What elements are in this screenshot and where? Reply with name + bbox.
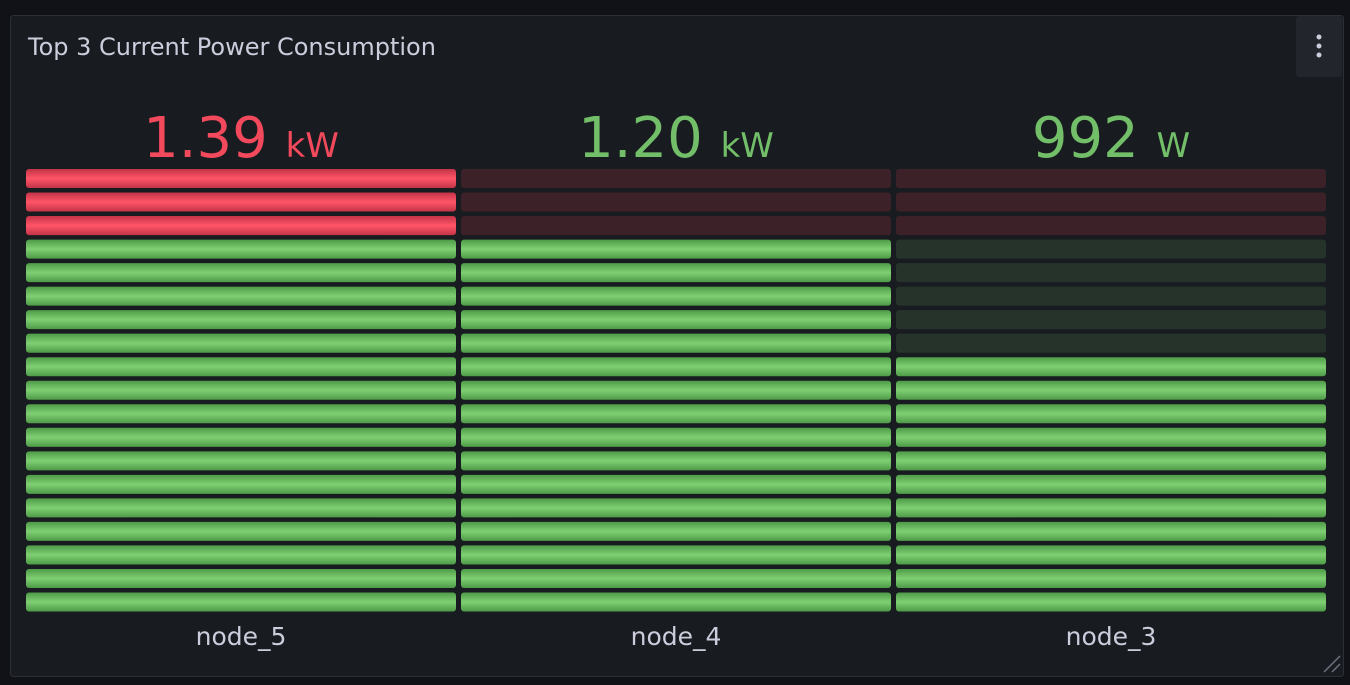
resize-handle[interactable] xyxy=(1323,655,1341,673)
bar-cell xyxy=(26,357,456,377)
bar-cell xyxy=(461,310,891,330)
bar-cell xyxy=(461,357,891,377)
bar-cell xyxy=(461,498,891,518)
bar-cell xyxy=(896,286,1326,306)
bar-cell xyxy=(896,592,1326,612)
bar-cell xyxy=(461,427,891,447)
bar-cell xyxy=(896,474,1326,494)
menu-button[interactable] xyxy=(1296,16,1342,77)
bar xyxy=(896,169,1326,612)
value-label: 1.39 kW xyxy=(143,106,339,171)
category-label: node_3 xyxy=(1066,622,1157,651)
bar-cell xyxy=(896,357,1326,377)
bar-cell xyxy=(461,404,891,424)
bar-cell xyxy=(461,521,891,541)
bar-cell xyxy=(461,286,891,306)
bar-cell xyxy=(26,498,456,518)
bar-cell xyxy=(896,263,1326,283)
bar-cell xyxy=(896,333,1326,353)
bar-cell xyxy=(461,451,891,471)
bar-cell xyxy=(896,216,1326,236)
category-label: node_5 xyxy=(196,622,287,651)
bar-cell xyxy=(461,545,891,565)
bar-cell xyxy=(26,333,456,353)
bar-cell xyxy=(26,310,456,330)
bar-cell xyxy=(461,169,891,189)
bar-cell xyxy=(26,545,456,565)
bar-cell xyxy=(896,545,1326,565)
bar-cell xyxy=(26,380,456,400)
bar-cell xyxy=(896,568,1326,588)
bar-cell xyxy=(26,568,456,588)
bar-cell xyxy=(461,333,891,353)
bar xyxy=(26,169,456,612)
bar-cell xyxy=(26,263,456,283)
bar-cell xyxy=(896,169,1326,189)
panel-title: Top 3 Current Power Consumption xyxy=(27,33,436,61)
bar-cell xyxy=(26,404,456,424)
bar-cell xyxy=(896,451,1326,471)
bar-cell xyxy=(461,192,891,212)
bar-cell xyxy=(896,380,1326,400)
bar-cell xyxy=(896,427,1326,447)
bar-cell xyxy=(461,380,891,400)
bar-cell xyxy=(26,451,456,471)
bar-cell xyxy=(461,592,891,612)
bar-cell xyxy=(26,239,456,259)
bar-cell xyxy=(896,310,1326,330)
bar-cell xyxy=(26,216,456,236)
bar-cell xyxy=(26,474,456,494)
bar-cell xyxy=(461,239,891,259)
bar-cell xyxy=(26,521,456,541)
bar-cell xyxy=(26,192,456,212)
bar-cell xyxy=(26,427,456,447)
bar-cell xyxy=(461,568,891,588)
bar-cell xyxy=(461,216,891,236)
category-label: node_4 xyxy=(631,622,722,651)
bar-gauge: 1.39 kW node_5 1.20 kW node_4 992 W node_3 xyxy=(26,106,1326,651)
bar-cell xyxy=(26,169,456,189)
bar-cell xyxy=(896,192,1326,212)
value-label: 992 W xyxy=(1032,106,1190,171)
bar-cell xyxy=(461,263,891,283)
value-label: 1.20 kW xyxy=(578,106,774,171)
bar-cell xyxy=(896,498,1326,518)
bar-cell xyxy=(26,592,456,612)
bar-cell xyxy=(896,521,1326,541)
bar-cell xyxy=(896,239,1326,259)
bar xyxy=(461,169,891,612)
bar-cell xyxy=(896,404,1326,424)
bar-cell xyxy=(461,474,891,494)
bar-cell xyxy=(26,286,456,306)
